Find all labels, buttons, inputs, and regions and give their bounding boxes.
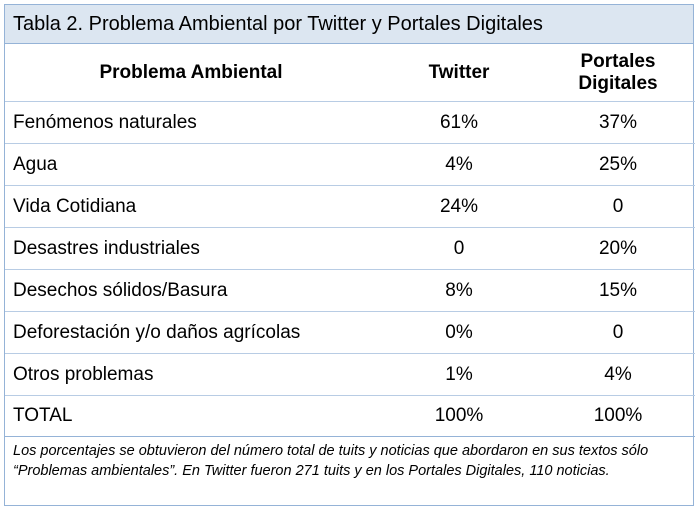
header-row: Problema Ambiental Twitter Portales Digita… [5, 44, 695, 102]
table-cell: 8% [377, 269, 541, 312]
table-row: Vida Cotidiana 24% 0 [5, 185, 695, 228]
table-cell: 20% [541, 227, 695, 270]
table-row: Deforestación y/o daños agrícolas 0% 0 [5, 311, 695, 354]
table-cell: Desechos sólidos/Basura [5, 269, 377, 312]
table-cell: 0% [377, 311, 541, 354]
table-row: Desastres industriales 0 20% [5, 227, 695, 270]
table-cell: 61% [377, 101, 541, 144]
table-cell: 25% [541, 143, 695, 186]
table-cell: Fenómenos naturales [5, 101, 377, 144]
table-cell: 24% [377, 185, 541, 228]
table-cell: Vida Cotidiana [5, 185, 377, 228]
table-cell: Agua [5, 143, 377, 186]
table-body: Fenómenos naturales 61% 37% Agua 4% 25% Vida C… [5, 101, 695, 437]
table-cell: 0 [541, 311, 695, 354]
table-row: Desechos sólidos/Basura 8% 15% [5, 269, 695, 312]
table-title: Tabla 2. Problema Ambiental por Twitter … [5, 5, 693, 44]
table-cell: Deforestación y/o daños agrícolas [5, 311, 377, 354]
table-cell: 100% [377, 395, 541, 437]
table-cell: 4% [541, 353, 695, 396]
table-cell: 15% [541, 269, 695, 312]
table-cell: 0 [541, 185, 695, 228]
table-cell: Desastres industriales [5, 227, 377, 270]
header-cell: Portales Digitales [541, 44, 695, 102]
header-cell: Problema Ambiental [5, 44, 377, 102]
table-cell: 0 [377, 227, 541, 270]
table-row: TOTAL 100% 100% [5, 395, 695, 437]
table-row: Agua 4% 25% [5, 143, 695, 186]
header-cell: Twitter [377, 44, 541, 102]
table-frame: Tabla 2. Problema Ambiental por Twitter … [4, 4, 695, 506]
table-cell: TOTAL [5, 395, 377, 437]
table-cell: 1% [377, 353, 541, 396]
table-cell: 100% [541, 395, 695, 437]
table-row: Fenómenos naturales 61% 37% [5, 101, 695, 144]
table-cell: Otros problemas [5, 353, 377, 396]
table-note: Los porcentajes se obtuvieron del número… [13, 443, 649, 479]
table-cell: 37% [541, 101, 695, 144]
data-table: Problema Ambiental Twitter Portales Digita… [5, 44, 695, 437]
table-cell: 4% [377, 143, 541, 186]
table-row: Otros problemas 1% 4% [5, 353, 695, 396]
